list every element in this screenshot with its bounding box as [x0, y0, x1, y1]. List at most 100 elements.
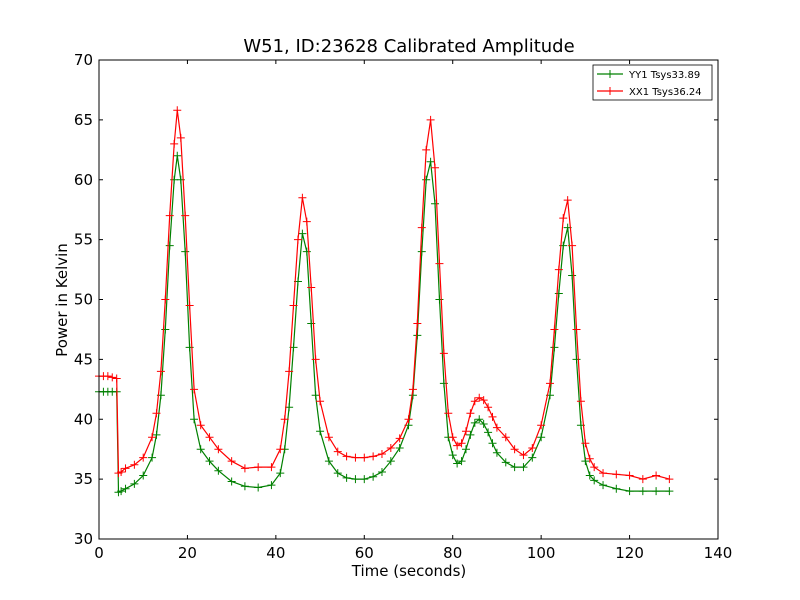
data-point [227, 477, 236, 486]
data-point [488, 412, 497, 421]
data-point [267, 463, 276, 472]
data-point [665, 475, 674, 484]
legend-item: XX1 Tsys36.24 [597, 87, 702, 98]
y-tick-label: 35 [74, 470, 93, 488]
data-point [519, 451, 528, 460]
data-point [479, 396, 488, 405]
data-point [181, 211, 190, 220]
data-point [404, 415, 413, 424]
data-point [554, 265, 563, 274]
data-point [205, 433, 214, 442]
data-point [170, 139, 179, 148]
data-point [156, 367, 165, 376]
data-point [161, 325, 170, 334]
series-line [99, 155, 670, 494]
data-point [590, 476, 599, 485]
data-point [488, 439, 497, 448]
data-point [148, 453, 157, 462]
data-point [386, 443, 395, 452]
y-tick-label: 45 [74, 350, 93, 368]
data-point [492, 448, 501, 457]
x-tick-label: 0 [94, 544, 104, 562]
data-point [324, 457, 333, 466]
data-point [214, 445, 223, 454]
data-point [417, 247, 426, 256]
data-point [227, 457, 236, 466]
data-point [599, 469, 608, 478]
data-point [528, 453, 537, 462]
data-point [276, 445, 285, 454]
chart-title: W51, ID:23628 Calibrated Amplitude [243, 36, 574, 57]
data-point [439, 349, 448, 358]
data-point [559, 214, 568, 223]
data-point [431, 199, 440, 208]
y-axis-label: Power in Kelvin [53, 243, 71, 357]
data-point [426, 157, 435, 166]
data-point [470, 397, 479, 406]
data-point [422, 145, 431, 154]
data-point [448, 433, 457, 442]
x-tick-label: 80 [443, 544, 462, 562]
x-tick-label: 40 [266, 544, 285, 562]
data-point [130, 460, 139, 469]
data-point [431, 163, 440, 172]
data-point [572, 355, 581, 364]
data-point [316, 397, 325, 406]
data-point [185, 301, 194, 310]
y-tick-label: 30 [74, 530, 93, 548]
legend-item: YY1 Tsys33.89 [597, 70, 700, 81]
data-point [554, 289, 563, 298]
legend-label: YY1 Tsys33.89 [628, 70, 700, 81]
data-point [324, 433, 333, 442]
data-point [165, 211, 174, 220]
data-point [293, 235, 302, 244]
data-point [302, 247, 311, 256]
data-point [417, 223, 426, 232]
data-point [625, 471, 634, 480]
data-point [638, 475, 647, 484]
y-tick-label: 65 [74, 111, 93, 129]
data-point [121, 484, 130, 493]
data-point [377, 449, 386, 458]
data-point [267, 481, 276, 490]
data-point [461, 445, 470, 454]
data-point [395, 434, 404, 443]
data-point [581, 439, 590, 448]
data-point [413, 319, 422, 328]
data-point [492, 423, 501, 432]
data-point [181, 247, 190, 256]
data-point [205, 457, 214, 466]
data-point [254, 483, 263, 492]
data-point [214, 466, 223, 475]
data-point [501, 458, 510, 467]
data-point [665, 487, 674, 496]
data-point [285, 367, 294, 376]
data-point [333, 447, 342, 456]
data-point [652, 487, 661, 496]
data-point [161, 295, 170, 304]
x-tick-label: 120 [615, 544, 644, 562]
data-point [285, 403, 294, 412]
data-point [351, 453, 360, 462]
series-line [99, 110, 670, 480]
data-point [581, 457, 590, 466]
data-point [139, 453, 148, 462]
legend-marker [606, 87, 614, 95]
data-point [112, 374, 121, 383]
data-point [190, 385, 199, 394]
data-point [448, 451, 457, 460]
data-point [457, 457, 466, 466]
data-point [435, 295, 444, 304]
data-point [461, 427, 470, 436]
data-point [550, 325, 559, 334]
data-point [612, 470, 621, 479]
data-point [479, 420, 488, 429]
data-point [466, 409, 475, 418]
data-point [501, 433, 510, 442]
legend-marker [606, 70, 614, 78]
data-point [369, 472, 378, 481]
data-point [298, 229, 307, 238]
y-tick-label: 40 [74, 410, 93, 428]
data-point [625, 487, 634, 496]
